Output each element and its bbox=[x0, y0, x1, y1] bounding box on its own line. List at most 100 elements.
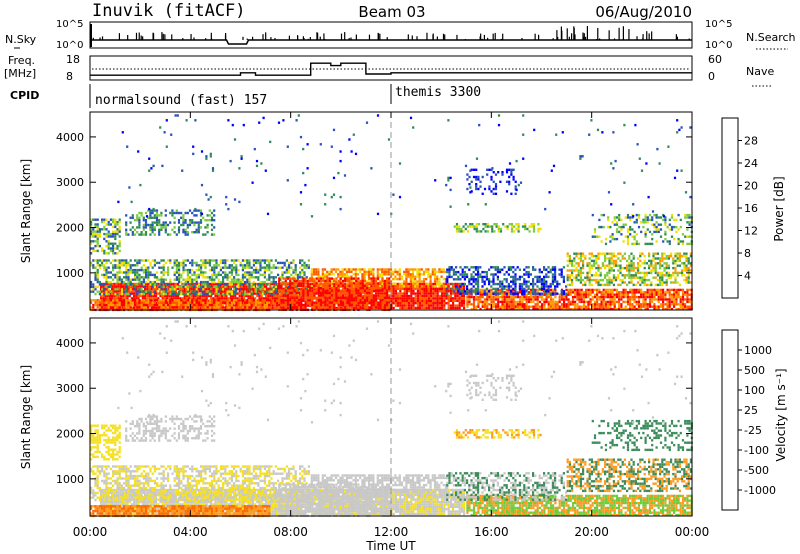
power-cell bbox=[117, 294, 120, 298]
power-cell bbox=[556, 282, 559, 286]
power-cell bbox=[674, 278, 677, 282]
power-cell bbox=[138, 306, 141, 309]
power-cell bbox=[346, 287, 349, 290]
power-cell bbox=[421, 299, 424, 302]
power-cell bbox=[367, 270, 371, 274]
power-cell bbox=[109, 276, 112, 279]
power-cell bbox=[339, 273, 342, 276]
power-cell bbox=[206, 303, 209, 307]
power-cell bbox=[657, 288, 660, 292]
power-cell bbox=[472, 280, 475, 283]
power-cell bbox=[301, 271, 304, 274]
power-cell bbox=[637, 269, 640, 272]
power-cell bbox=[410, 306, 413, 310]
power-cell bbox=[681, 307, 685, 311]
power-cell bbox=[607, 295, 610, 299]
power-cell bbox=[461, 275, 464, 279]
power-cell bbox=[532, 268, 535, 271]
power-cell bbox=[416, 270, 419, 274]
power-cell bbox=[536, 275, 539, 279]
power-cell bbox=[607, 288, 610, 292]
power-cell bbox=[497, 305, 500, 308]
power-cell bbox=[644, 305, 647, 308]
power-cell bbox=[238, 292, 241, 295]
power-cell bbox=[598, 291, 601, 294]
power-cell bbox=[620, 293, 623, 296]
power-cell bbox=[646, 295, 649, 299]
power-cell bbox=[228, 288, 231, 291]
power-cell bbox=[479, 273, 482, 276]
power-cell bbox=[111, 294, 114, 298]
power-cell bbox=[530, 293, 533, 296]
power-cell bbox=[398, 268, 401, 271]
power-cell bbox=[169, 261, 172, 265]
power-cell bbox=[279, 261, 282, 265]
power-cell bbox=[112, 268, 115, 272]
power-cell bbox=[389, 268, 393, 271]
power-cell bbox=[185, 297, 188, 300]
power-cell bbox=[452, 282, 455, 286]
power-cell bbox=[108, 294, 111, 298]
power-cell bbox=[618, 293, 621, 296]
power-cell bbox=[640, 303, 643, 306]
power-cell bbox=[657, 293, 660, 296]
power-cell bbox=[637, 291, 641, 294]
power-cell bbox=[419, 287, 422, 290]
power-cell bbox=[494, 298, 498, 301]
power-cell bbox=[563, 298, 566, 301]
power-cell bbox=[624, 295, 627, 299]
power-cell bbox=[642, 293, 645, 296]
power-cell bbox=[193, 301, 196, 304]
power-cell bbox=[554, 273, 557, 276]
power-cell bbox=[433, 273, 437, 276]
power-cell bbox=[263, 261, 266, 265]
power-cell bbox=[288, 266, 291, 269]
power-cell bbox=[596, 293, 599, 296]
power-cell bbox=[667, 264, 670, 267]
power-cell bbox=[125, 283, 128, 286]
power-cell bbox=[600, 291, 603, 294]
power-cell bbox=[651, 288, 654, 292]
power-cell bbox=[213, 299, 216, 302]
power-cell bbox=[151, 306, 154, 309]
power-cell bbox=[180, 280, 183, 284]
power-cell bbox=[472, 275, 475, 279]
power-cell bbox=[532, 305, 535, 308]
power-cell bbox=[186, 273, 189, 277]
power-cell bbox=[445, 290, 448, 293]
power-cell bbox=[573, 252, 576, 255]
power-cell bbox=[123, 261, 126, 265]
power-cell bbox=[545, 282, 548, 286]
power-cell bbox=[604, 252, 607, 255]
power-cell bbox=[642, 298, 645, 301]
power-cell bbox=[412, 287, 415, 290]
power-cell bbox=[148, 287, 151, 290]
power-cell bbox=[497, 307, 500, 311]
power-cell bbox=[582, 262, 585, 265]
power-cell bbox=[673, 298, 676, 301]
power-cell bbox=[230, 292, 233, 296]
power-cell bbox=[419, 304, 422, 307]
power-cell bbox=[161, 297, 164, 300]
power-cell bbox=[240, 302, 243, 305]
power-cell bbox=[205, 299, 208, 302]
power-cell bbox=[681, 305, 685, 308]
power-cell bbox=[107, 299, 110, 302]
power-cell bbox=[250, 299, 253, 302]
power-cell bbox=[108, 292, 111, 295]
power-cell bbox=[232, 282, 235, 286]
power-cell bbox=[510, 295, 513, 299]
power-cell bbox=[514, 273, 517, 276]
power-cell bbox=[579, 269, 582, 272]
power-cell bbox=[282, 287, 285, 290]
power-cell bbox=[678, 264, 681, 267]
power-cell bbox=[688, 288, 691, 292]
power-cell bbox=[554, 280, 557, 283]
power-cell bbox=[576, 305, 579, 308]
power-cell bbox=[665, 278, 668, 282]
power-cell bbox=[345, 275, 349, 278]
power-cell bbox=[457, 270, 460, 274]
power-cell bbox=[250, 301, 253, 304]
power-cell bbox=[654, 283, 657, 287]
power-cell bbox=[252, 264, 255, 267]
